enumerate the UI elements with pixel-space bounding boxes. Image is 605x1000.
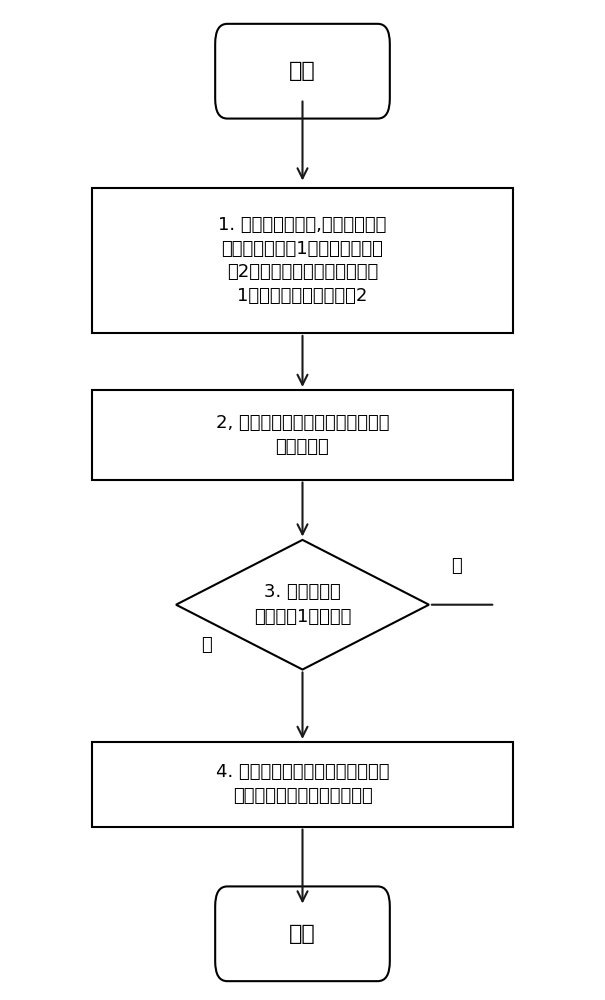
FancyBboxPatch shape [92,390,513,480]
FancyBboxPatch shape [215,886,390,981]
Text: 2, 启动优选物理层模式进行路由初
始建立流程: 2, 启动优选物理层模式进行路由初 始建立流程 [216,414,389,456]
FancyBboxPatch shape [92,188,513,333]
FancyBboxPatch shape [215,24,390,119]
Text: 4. 在优选物理层路由基础上增加另
外一种物理层模式的通路信息: 4. 在优选物理层路由基础上增加另 外一种物理层模式的通路信息 [216,763,389,805]
Text: 否: 否 [201,636,212,654]
Text: 开始: 开始 [289,61,316,81]
Text: 是: 是 [451,557,462,575]
Polygon shape [176,540,429,670]
FancyBboxPatch shape [92,742,513,827]
Text: 1. 确实优选物理层,可以选择的方
式有物理层模式1优先、物理层模
式2优先、仅仅开启物理层模式
1、仅仅开启物理层模式2: 1. 确实优选物理层,可以选择的方 式有物理层模式1优先、物理层模 式2优先、仅… [218,216,387,305]
Text: 退出: 退出 [289,924,316,944]
Text: 3. 优选物理层
仅仅支持1种模式？: 3. 优选物理层 仅仅支持1种模式？ [254,583,351,626]
